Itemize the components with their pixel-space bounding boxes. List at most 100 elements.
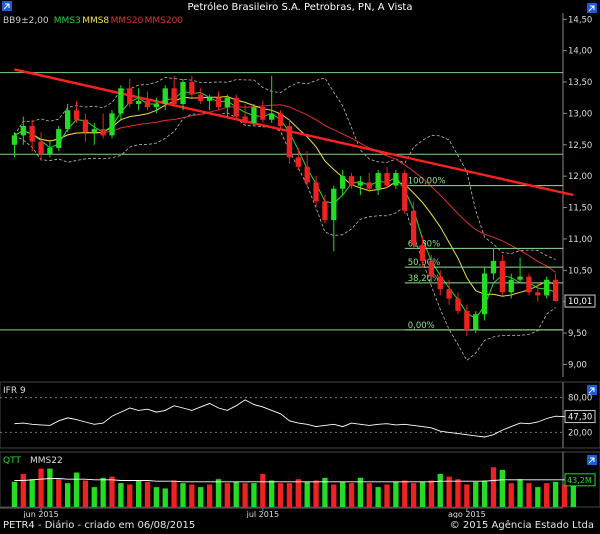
ifr-expand-button-glyph: [588, 387, 595, 394]
volume-bar: [393, 481, 399, 507]
volume-bar: [561, 484, 568, 507]
y-tick-label: 9,00: [568, 360, 587, 370]
volume-bar: [464, 484, 470, 507]
candle-body: [295, 157, 301, 167]
title-menu-button-glyph: [3, 3, 10, 10]
fibonacci-level-label: 50,00%: [408, 258, 440, 268]
main-panel: [0, 13, 600, 377]
candle-body: [189, 82, 195, 95]
ifr-last-label: 47,30: [568, 413, 592, 423]
volume-bar: [269, 480, 275, 507]
volume-bar: [277, 483, 284, 507]
volume-bar: [180, 483, 186, 507]
candle-body: [313, 182, 319, 202]
volume-bar: [455, 479, 461, 507]
candle-body: [277, 113, 284, 126]
candle-body: [11, 135, 18, 145]
candle-body: [144, 100, 151, 108]
volume-bar: [490, 467, 497, 507]
volume-bar: [29, 479, 35, 507]
volume-bar: [499, 469, 505, 507]
candle-body: [206, 97, 213, 101]
volume-bar: [153, 487, 160, 507]
bollinger-upper-line: [14, 76, 556, 260]
volume-bar: [47, 468, 53, 507]
y-tick-label: 9,50: [568, 329, 587, 339]
volume-bar: [144, 481, 151, 507]
x-tick-label: ago 2015: [448, 510, 486, 518]
y-tick-label: 11,00: [568, 235, 592, 245]
volume-bar: [65, 483, 71, 507]
volume-bar: [56, 479, 62, 507]
candle-body: [286, 125, 293, 158]
legend-mms200: MMS200: [145, 16, 184, 26]
y-tick-label: 13,50: [568, 78, 592, 88]
volume-bar: [570, 483, 576, 507]
candle-body: [410, 210, 417, 246]
volume-bar: [100, 477, 106, 507]
volume-bar: [552, 481, 559, 507]
volume-bar: [481, 480, 488, 507]
volume-bar: [322, 477, 328, 507]
volume-bar: [428, 480, 435, 507]
volume-bar: [109, 476, 115, 507]
volume-bar: [473, 481, 479, 507]
volume-bar: [517, 479, 523, 507]
candle-body: [552, 279, 559, 302]
candle-body: [242, 116, 248, 123]
candle-body: [47, 147, 53, 155]
qtt-expand-button-glyph: [588, 457, 595, 464]
candle-body: [393, 173, 399, 186]
candle-body: [38, 141, 44, 155]
volume-bar: [402, 480, 408, 507]
volume-bar: [375, 487, 381, 507]
candle-body: [251, 107, 257, 123]
candle-body: [269, 113, 275, 120]
chart-title: Petróleo Brasileiro S.A. Petrobras, PN, …: [188, 1, 413, 13]
legend-mms8: MMS8: [82, 16, 109, 26]
volume-bar: [437, 473, 443, 507]
candle-body: [402, 173, 408, 211]
candle-body: [180, 82, 186, 104]
candle-body: [118, 88, 124, 114]
volume-bar: [189, 484, 195, 507]
candle-body: [455, 298, 461, 312]
main-expand-button-glyph: [588, 5, 595, 12]
ifr-last-box: [564, 410, 596, 424]
candle-body: [171, 88, 177, 104]
candle-body: [517, 276, 523, 280]
candle-body: [260, 107, 266, 120]
y-tick-label: 12,00: [568, 172, 592, 182]
volume-bar: [357, 477, 364, 507]
ifr-panel: [0, 381, 600, 449]
candle-body: [82, 119, 89, 133]
candle-body: [340, 176, 346, 189]
volume-bar: [313, 480, 319, 507]
candle-body: [419, 245, 426, 261]
candle-body: [20, 125, 26, 136]
volume-bar: [73, 472, 80, 507]
volume-bar: [295, 479, 301, 507]
volume-bar: [224, 483, 230, 507]
candle-body: [348, 176, 355, 186]
volume-bar: [526, 483, 532, 507]
fibonacci-level-label: 0,00%: [408, 321, 435, 331]
volume-bar: [419, 481, 426, 507]
candle-body: [535, 292, 541, 296]
x-tick-label: jun 2015: [22, 510, 58, 518]
candle-body: [215, 97, 222, 108]
candle-body: [544, 279, 550, 296]
qtt-mms22-line: [14, 478, 574, 483]
footer-bar: PETR4 - Diário - criado em 06/08/2015 © …: [0, 518, 600, 534]
ifr-label: IFR 9: [3, 386, 26, 396]
legend-mms3: MMS3: [54, 16, 81, 26]
candle-body: [162, 88, 168, 104]
candle-body: [322, 201, 328, 221]
candle-body: [29, 125, 35, 142]
ifr-line: [14, 399, 574, 438]
fibonacci-level-label: 61,80%: [408, 239, 440, 249]
legend-mms20: MMS20: [111, 16, 144, 26]
y-tick-label: 14,50: [568, 15, 592, 25]
candle-body: [73, 110, 80, 120]
